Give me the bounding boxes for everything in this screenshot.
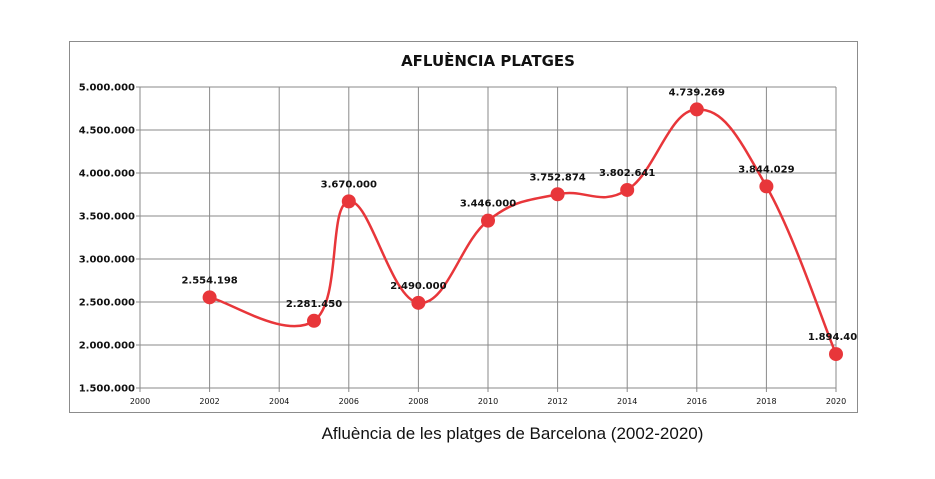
data-point bbox=[341, 194, 356, 209]
line-chart: AFLUÈNCIA PLATGES 1.500.000 2.000.000 2.50… bbox=[79, 51, 857, 407]
chart-frame: AFLUÈNCIA PLATGES 1.500.000 2.000.000 2.50… bbox=[69, 41, 858, 413]
x-tick-label: 2006 bbox=[339, 397, 359, 406]
data-point bbox=[759, 179, 774, 194]
grid bbox=[139, 86, 837, 389]
data-label: 3.844.029 bbox=[738, 164, 794, 175]
y-tick-label: 1.500.000 bbox=[79, 384, 135, 395]
data-labels: 2.554.198 2.281.450 3.670.000 2.490.000 3.44… bbox=[181, 87, 857, 343]
data-point bbox=[689, 102, 704, 117]
series bbox=[202, 102, 843, 362]
data-label: 3.670.000 bbox=[321, 179, 377, 190]
x-tick-label: 2002 bbox=[199, 397, 219, 406]
data-point bbox=[307, 313, 321, 328]
data-label: 3.752.874 bbox=[529, 172, 585, 183]
y-tick-label: 3.500.000 bbox=[79, 212, 135, 223]
x-tick-label: 2016 bbox=[687, 397, 707, 406]
data-point bbox=[411, 295, 426, 310]
y-tick-label: 3.000.000 bbox=[79, 255, 135, 266]
data-point bbox=[620, 182, 635, 197]
series-line bbox=[209, 108, 838, 355]
data-label: 4.739.269 bbox=[669, 87, 725, 98]
data-point bbox=[550, 187, 565, 202]
x-tick-label: 2004 bbox=[269, 397, 289, 406]
chart-title: AFLUÈNCIA PLATGES bbox=[401, 51, 575, 70]
x-tick-label: 2000 bbox=[130, 397, 150, 406]
data-label: 1.894.402 bbox=[808, 332, 857, 343]
y-tick-label: 4.000.000 bbox=[79, 169, 135, 180]
x-tick-label: 2018 bbox=[756, 397, 776, 406]
y-tick-label: 5.000.000 bbox=[79, 83, 135, 94]
data-point bbox=[202, 290, 217, 305]
y-tick-label: 4.500.000 bbox=[79, 126, 135, 137]
data-label: 3.446.000 bbox=[460, 199, 516, 210]
data-label: 2.281.450 bbox=[286, 299, 342, 310]
x-tick-label: 2008 bbox=[408, 397, 428, 406]
y-tick-label: 2.500.000 bbox=[79, 298, 135, 309]
data-label: 2.490.000 bbox=[390, 281, 446, 292]
axes: 1.500.000 2.000.000 2.500.000 3.000.000 3.50… bbox=[79, 83, 846, 407]
x-tick-label: 2014 bbox=[617, 397, 637, 406]
x-tick-label: 2010 bbox=[478, 397, 498, 406]
y-tick-label: 2.000.000 bbox=[79, 341, 135, 352]
data-label: 3.802.641 bbox=[599, 168, 655, 179]
x-tick-label: 2012 bbox=[547, 397, 567, 406]
x-tick-label: 2020 bbox=[826, 397, 846, 406]
data-point bbox=[829, 347, 843, 362]
data-label: 2.554.198 bbox=[181, 275, 237, 286]
figure-caption: Afluència de les platges de Barcelona (2… bbox=[321, 424, 704, 443]
data-point bbox=[481, 213, 495, 228]
